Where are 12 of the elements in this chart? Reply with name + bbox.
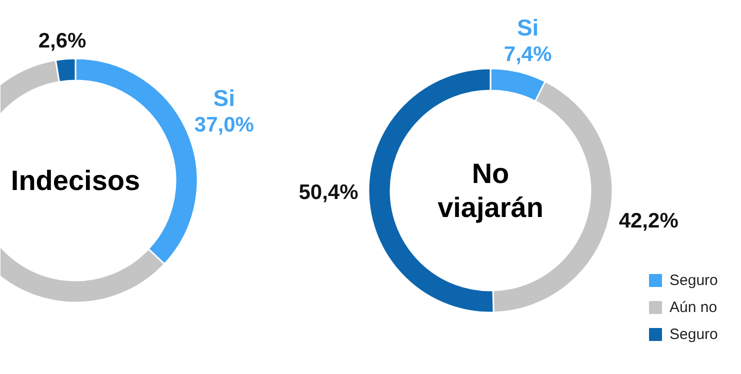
legend-label: Seguro [670, 326, 718, 343]
data-label: 50,4% [298, 180, 359, 204]
text: Si [516, 14, 539, 40]
data-label: 2,6% [38, 29, 87, 52]
data-label: 7,4% [504, 42, 552, 66]
legend-label: Seguro [670, 272, 718, 289]
text: No viajarán [438, 158, 544, 223]
legend-label: Aún no [670, 299, 718, 316]
text: Si [213, 84, 236, 111]
text: Indecisos [10, 165, 140, 196]
data-label: 37,0% [194, 113, 254, 136]
data-label: 42,2% [618, 210, 679, 233]
